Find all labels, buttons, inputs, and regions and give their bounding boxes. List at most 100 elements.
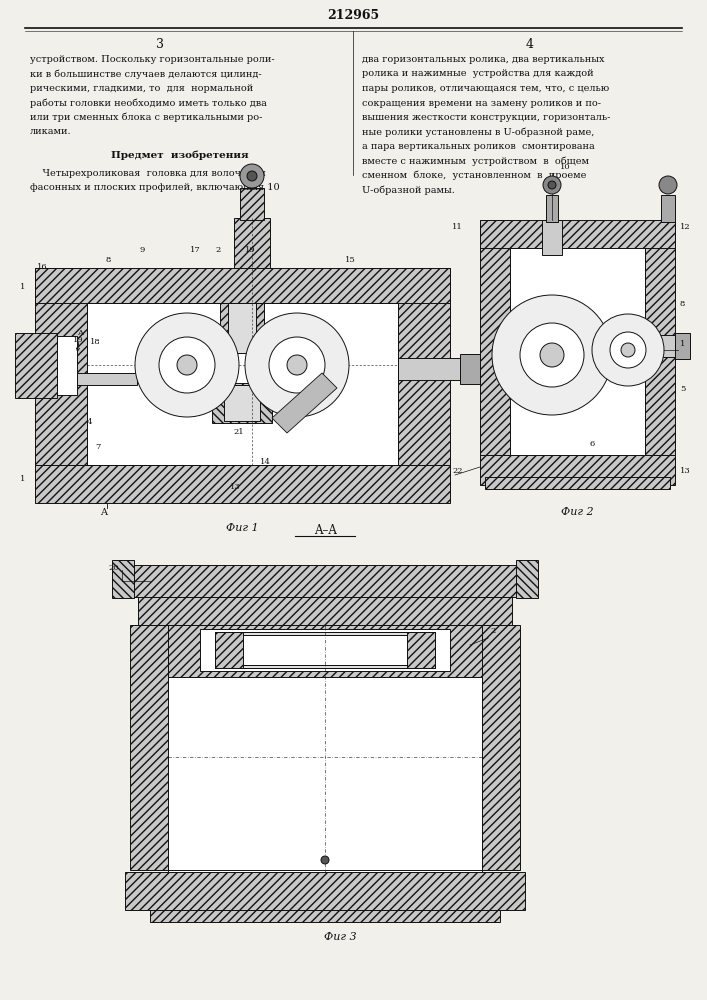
Text: 16: 16 xyxy=(37,263,47,271)
Bar xyxy=(480,220,510,455)
Bar xyxy=(138,597,512,625)
Text: 1: 1 xyxy=(680,340,685,348)
Bar xyxy=(87,303,398,465)
Bar xyxy=(460,354,480,384)
Bar xyxy=(57,336,77,395)
Bar xyxy=(35,268,450,303)
Bar xyxy=(510,248,645,455)
Circle shape xyxy=(240,164,264,188)
Circle shape xyxy=(247,171,257,181)
Text: вместе с нажимным  устройством  в  общем: вместе с нажимным устройством в общем xyxy=(362,156,589,166)
Circle shape xyxy=(245,313,349,417)
Bar xyxy=(168,625,482,872)
Bar xyxy=(220,303,264,353)
Text: сокращения времени на замену роликов и по-: сокращения времени на замену роликов и п… xyxy=(362,99,601,107)
Bar xyxy=(215,632,243,668)
Text: а пара вертикальных роликов  смонтирована: а пара вертикальных роликов смонтирована xyxy=(362,142,595,151)
Text: ные ролики установлены в U-образной раме,: ные ролики установлены в U-образной раме… xyxy=(362,127,595,137)
Circle shape xyxy=(321,856,329,864)
Bar xyxy=(645,335,675,357)
Text: A: A xyxy=(76,329,83,351)
Text: 212965: 212965 xyxy=(327,9,379,22)
Bar xyxy=(130,625,168,870)
Text: 22: 22 xyxy=(452,467,462,475)
Text: Четырехроликовая  головка для волочения: Четырехроликовая головка для волочения xyxy=(30,168,266,178)
Text: 3: 3 xyxy=(156,38,164,51)
Text: 1: 1 xyxy=(20,475,25,483)
Circle shape xyxy=(610,332,646,368)
Text: A: A xyxy=(100,508,107,517)
Text: 5: 5 xyxy=(680,385,685,393)
Circle shape xyxy=(592,314,664,386)
Text: 19: 19 xyxy=(245,246,256,254)
Text: 20: 20 xyxy=(108,564,119,572)
Circle shape xyxy=(135,313,239,417)
Text: 9: 9 xyxy=(140,246,146,254)
Text: 12: 12 xyxy=(680,223,691,231)
Circle shape xyxy=(659,176,677,194)
Bar xyxy=(15,333,57,398)
Text: ликами.: ликами. xyxy=(30,127,71,136)
Circle shape xyxy=(269,337,325,393)
Bar xyxy=(224,385,260,421)
Text: 19: 19 xyxy=(73,336,83,344)
Bar xyxy=(407,632,435,668)
Text: два горизонтальных ролика, два вертикальных: два горизонтальных ролика, два вертикаль… xyxy=(362,55,604,64)
Text: работы головки необходимо иметь только два: работы головки необходимо иметь только д… xyxy=(30,99,267,108)
Bar xyxy=(168,677,482,870)
Bar xyxy=(228,303,256,353)
Text: рическими, гладкими, то  для  нормальной: рическими, гладкими, то для нормальной xyxy=(30,84,253,93)
Bar xyxy=(542,220,562,255)
Text: 11: 11 xyxy=(452,223,463,231)
Text: 21: 21 xyxy=(233,428,244,436)
Circle shape xyxy=(543,176,561,194)
Text: 6: 6 xyxy=(590,440,595,448)
Circle shape xyxy=(159,337,215,393)
Text: 4: 4 xyxy=(87,418,93,426)
Circle shape xyxy=(492,295,612,415)
Text: 8: 8 xyxy=(680,300,685,308)
Circle shape xyxy=(548,181,556,189)
Text: Фиг 2: Фиг 2 xyxy=(561,507,593,517)
Bar xyxy=(243,635,407,665)
Text: 1: 1 xyxy=(20,283,25,291)
Bar xyxy=(215,632,435,668)
Bar xyxy=(77,373,137,385)
Bar xyxy=(645,220,675,455)
Bar xyxy=(212,383,272,423)
Text: 7: 7 xyxy=(95,443,100,451)
Circle shape xyxy=(621,343,635,357)
Bar xyxy=(482,625,520,870)
Circle shape xyxy=(540,343,564,367)
Text: Предмет  изобретения: Предмет изобретения xyxy=(111,150,249,159)
Bar xyxy=(485,477,670,489)
Text: A–A: A–A xyxy=(314,524,337,537)
Text: 15: 15 xyxy=(345,256,356,264)
Text: 13: 13 xyxy=(230,483,241,491)
Bar xyxy=(125,872,525,910)
Text: 18: 18 xyxy=(90,338,101,346)
Text: 2: 2 xyxy=(490,627,495,635)
Text: сменном  блоке,  установленном  в  проеме: сменном блоке, установленном в проеме xyxy=(362,171,586,180)
Bar xyxy=(200,629,450,671)
Bar xyxy=(546,195,558,222)
Text: U-образной рамы.: U-образной рамы. xyxy=(362,186,455,195)
Text: 10: 10 xyxy=(560,163,571,171)
Bar xyxy=(480,455,675,485)
Text: 8: 8 xyxy=(105,256,110,264)
Text: вышения жесткости конструкции, горизонталь-: вышения жесткости конструкции, горизонта… xyxy=(362,113,610,122)
Bar xyxy=(398,268,450,465)
Bar xyxy=(675,333,690,359)
Bar xyxy=(35,268,87,465)
Bar xyxy=(661,195,675,222)
Text: Фиг 3: Фиг 3 xyxy=(324,932,356,942)
Text: или три сменных блока с вертикальными ро-: или три сменных блока с вертикальными ро… xyxy=(30,113,262,122)
Text: 4: 4 xyxy=(526,38,534,51)
Circle shape xyxy=(520,323,584,387)
Bar xyxy=(240,188,264,220)
Bar xyxy=(150,910,500,922)
Text: 14: 14 xyxy=(260,458,271,466)
Text: 13: 13 xyxy=(680,467,691,475)
Text: 2: 2 xyxy=(215,246,221,254)
Text: ролика и нажимные  устройства для каждой: ролика и нажимные устройства для каждой xyxy=(362,70,594,79)
